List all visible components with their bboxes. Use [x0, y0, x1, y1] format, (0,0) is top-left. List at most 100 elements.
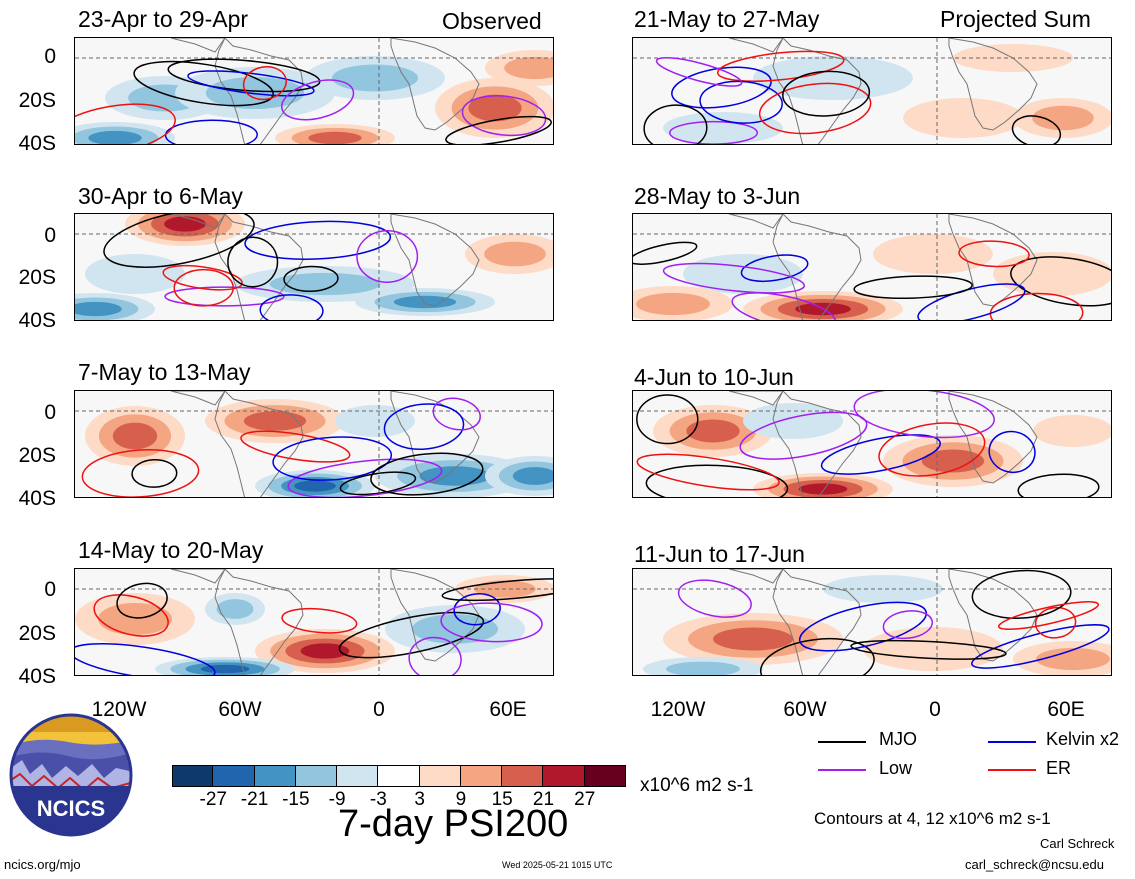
coastline: [728, 391, 784, 406]
er-contour: [75, 103, 176, 144]
panel-map: [632, 390, 1112, 498]
panel-map: [74, 213, 554, 321]
kelvin-contour: [164, 119, 258, 144]
anomaly-shading: [484, 241, 546, 267]
y-tick-20s: 20S: [18, 444, 56, 467]
panel-map: [74, 390, 554, 498]
er-contour: [81, 449, 200, 497]
x-tick-0: 0: [929, 698, 941, 721]
anomaly-shading: [85, 254, 185, 294]
kelvin-contour: [453, 593, 501, 626]
anomaly-shading: [666, 661, 740, 675]
coastline: [170, 38, 226, 53]
low-contour: [662, 262, 806, 294]
low-contour: [731, 292, 837, 320]
panel-title-2: 30-Apr to 6-May: [78, 183, 243, 209]
anomaly-shading: [308, 131, 362, 144]
anomaly-shading: [393, 295, 457, 309]
coastline: [772, 214, 862, 320]
colorbar-tick-label: 27: [574, 789, 596, 810]
colorbar-tick-label: 3: [414, 789, 425, 810]
low-contour: [739, 411, 868, 460]
y-tick-40s: 40S: [18, 487, 56, 510]
anomaly-shading: [863, 627, 1003, 671]
panel-svg: [633, 214, 1111, 320]
colorbar-swatch: [460, 765, 503, 787]
x-tick-0: 0: [373, 698, 385, 721]
mjo-contour: [636, 394, 699, 445]
colorbar-swatch: [419, 765, 461, 787]
mjo-contour: [645, 464, 789, 497]
panel-title-4: 14-May to 20-May: [78, 537, 264, 563]
coastline: [728, 569, 784, 584]
legend-line-mjo: [818, 741, 866, 743]
panel-title-5: 21-May to 27-May: [634, 6, 820, 32]
kelvin-contour: [383, 403, 465, 450]
low-contour: [461, 95, 547, 137]
low-contour: [853, 391, 995, 439]
low-contour: [281, 79, 355, 121]
y-tick-20s: 20S: [18, 266, 56, 289]
er-contour: [716, 50, 845, 82]
y-tick-0: 0: [44, 45, 56, 68]
mjo-contour: [103, 214, 255, 268]
mjo-contour: [782, 70, 871, 117]
chart-title: 7-day PSI200: [338, 803, 569, 845]
er-contour: [93, 594, 169, 637]
colorbar: [172, 765, 626, 787]
colorbar-swatch: [337, 765, 379, 787]
ncics-logo: NCICS: [8, 712, 134, 838]
anomaly-shading: [335, 405, 415, 437]
low-contour: [164, 286, 285, 307]
er-contour: [281, 607, 358, 634]
anomaly-shading: [1036, 647, 1110, 671]
low-contour: [287, 458, 443, 497]
low-contour: [408, 636, 462, 675]
observed-label: Observed: [442, 8, 542, 34]
y-tick-40s: 40S: [18, 132, 56, 155]
mjo-contour: [339, 471, 417, 496]
panel-map: [74, 37, 554, 145]
ncics-logo-icon: NCICS: [9, 713, 133, 837]
low-contour: [356, 229, 419, 283]
colorbar-swatch: [213, 765, 255, 787]
colorbar-swatch: [172, 765, 214, 787]
colorbar-tick-label: 9: [455, 789, 467, 810]
panel-svg: [633, 38, 1111, 144]
coastline: [214, 214, 304, 320]
panel-svg: [633, 391, 1111, 497]
mjo-contour: [370, 452, 484, 496]
y-tick-20s: 20S: [18, 89, 56, 112]
anomaly-shading: [823, 575, 943, 603]
coastline: [170, 214, 226, 229]
kelvin-contour: [259, 294, 324, 320]
colorbar-units: x10^6 m2 s-1: [640, 775, 754, 796]
colorbar-swatch: [502, 765, 544, 787]
colorbar-ticks: -27 -21 -15 -9 -3 3 9 15 21 27: [172, 787, 626, 811]
anomaly-shading: [753, 56, 913, 100]
coastline: [214, 569, 304, 675]
coastline: [772, 569, 862, 675]
anomaly-shading: [294, 480, 336, 492]
contours-note: Contours at 4, 12 x10^6 m2 s-1: [814, 809, 1051, 828]
panel-map: [74, 568, 554, 676]
kelvin-contour: [988, 430, 1036, 474]
mjo-contour: [227, 236, 279, 288]
kelvin-contour: [244, 220, 392, 260]
er-contour: [758, 82, 872, 135]
panel-svg: [75, 569, 553, 675]
kelvin-contour: [740, 254, 809, 283]
colorbar-tick-label: -9: [328, 789, 346, 810]
y-tick-40s: 40S: [18, 665, 56, 688]
x-tick-60e: 60E: [489, 698, 527, 721]
anomaly-shading: [216, 599, 254, 619]
anomaly-shading: [512, 467, 553, 485]
anomaly-shading: [636, 292, 710, 316]
legend-line-er: [988, 769, 1036, 771]
colorbar-tick-label: -3: [369, 789, 387, 810]
panel-title-1: 23-Apr to 29-Apr: [78, 6, 249, 32]
mjo-contour: [283, 265, 339, 293]
anomaly-shading: [300, 643, 350, 659]
legend-label-low: Low: [879, 758, 913, 778]
panel-svg: [75, 38, 553, 144]
